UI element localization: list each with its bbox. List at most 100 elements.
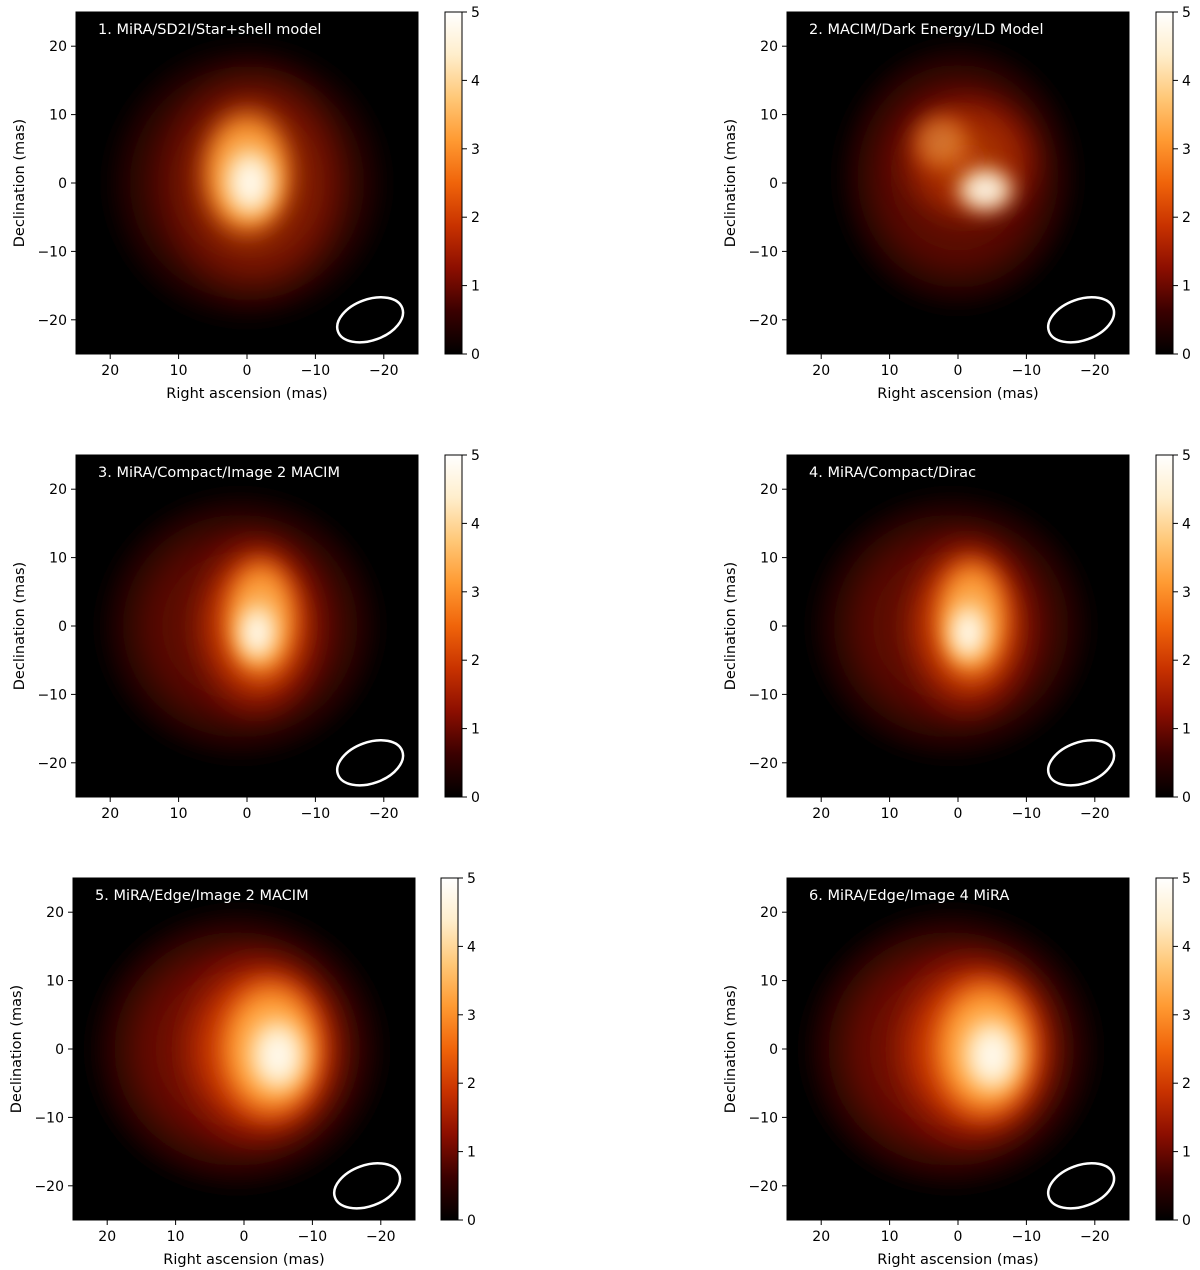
- y-tick-label: 0: [769, 619, 778, 635]
- emission-map: [103, 39, 391, 327]
- panel-title: 4. MiRA/Compact/Dirac: [809, 465, 976, 481]
- beam-ellipse: [335, 295, 405, 344]
- colorbar-tick-label: 5: [1182, 5, 1191, 21]
- colorbar-tick-label: 3: [1182, 142, 1191, 158]
- panel-title: 2. MACIM/Dark Energy/LD Model: [809, 22, 1043, 38]
- y-tick-label: −10: [34, 1110, 64, 1126]
- colorbar-tick-label: 0: [467, 1213, 476, 1229]
- x-tick-label: 20: [812, 1229, 830, 1245]
- colorbar-tick-label: 2: [1182, 653, 1191, 669]
- x-tick-label: −10: [301, 363, 331, 379]
- beam-ellipse: [1046, 738, 1116, 787]
- x-tick-label: 0: [243, 363, 252, 379]
- panel-title: 6. MiRA/Edge/Image 4 MiRA: [809, 888, 1010, 904]
- y-tick-label: 20: [760, 39, 778, 55]
- y-tick-label: 20: [46, 905, 64, 921]
- colorbar-tick-label: 1: [471, 279, 480, 295]
- y-tick-label: −10: [748, 244, 778, 260]
- emission-map: [807, 489, 1095, 763]
- y-tick-label: 20: [760, 482, 778, 498]
- x-tick-label: 20: [812, 363, 830, 379]
- colorbar: [440, 877, 459, 1221]
- colorbar-tick-label: 1: [467, 1145, 476, 1161]
- beam-ellipse: [1046, 1161, 1116, 1210]
- x-tick-label: −20: [1080, 806, 1110, 822]
- emission-layer: [219, 141, 282, 225]
- x-tick-label: 10: [167, 1229, 185, 1245]
- y-tick-label: 0: [55, 1042, 64, 1058]
- y-tick-label: −10: [748, 1110, 778, 1126]
- colorbar-tick-label: 4: [471, 516, 480, 532]
- colorbar-tick-label: 2: [1182, 1076, 1191, 1092]
- panel-4: 4. MiRA/Compact/Dirac2020101000−10−10−20…: [723, 448, 1191, 822]
- colorbar-tick-label: 5: [471, 5, 480, 21]
- colorbar-tick-label: 5: [1182, 448, 1191, 464]
- y-axis-label: Declination (mas): [12, 119, 28, 247]
- y-tick-label: 10: [760, 551, 778, 567]
- emission-layer: [233, 598, 282, 668]
- beam-ellipse: [1046, 295, 1116, 344]
- emission-layer: [958, 1011, 1027, 1101]
- emission-map: [834, 39, 1082, 313]
- colorbar-tick-label: 1: [1182, 279, 1191, 295]
- panel-title: 3. MiRA/Compact/Image 2 MACIM: [98, 465, 340, 481]
- x-tick-label: −10: [1012, 1229, 1042, 1245]
- y-tick-label: 10: [49, 108, 67, 124]
- x-tick-label: 10: [881, 1229, 899, 1245]
- x-axis-label: Right ascension (mas): [163, 1252, 324, 1268]
- y-tick-label: 20: [49, 482, 67, 498]
- x-tick-label: 10: [881, 806, 899, 822]
- y-axis-label: Declination (mas): [12, 562, 28, 690]
- y-tick-label: −10: [37, 244, 67, 260]
- x-tick-label: 20: [101, 806, 119, 822]
- x-tick-label: 0: [954, 363, 963, 379]
- x-tick-label: 10: [881, 363, 899, 379]
- colorbar-tick-label: 3: [1182, 585, 1191, 601]
- x-tick-label: 10: [170, 363, 188, 379]
- colorbar-tick-label: 0: [1182, 1213, 1191, 1229]
- panel-5: 5. MiRA/Edge/Image 2 MACIM2020101000−10−…: [9, 871, 476, 1268]
- colorbar-tick-label: 1: [1182, 722, 1191, 738]
- y-tick-label: 0: [769, 1042, 778, 1058]
- x-tick-label: −20: [1080, 363, 1110, 379]
- colorbar-tick-label: 0: [471, 790, 480, 806]
- y-tick-label: 20: [760, 905, 778, 921]
- x-tick-label: 0: [240, 1229, 249, 1245]
- x-tick-label: 0: [243, 806, 252, 822]
- colorbar: [1155, 877, 1174, 1221]
- emission-layer: [944, 598, 993, 668]
- panel-title: 5. MiRA/Edge/Image 2 MACIM: [95, 888, 309, 904]
- x-tick-label: −20: [366, 1229, 396, 1245]
- y-tick-label: 0: [58, 176, 67, 192]
- x-tick-label: −10: [1012, 363, 1042, 379]
- colorbar-tick-label: 2: [471, 210, 480, 226]
- y-tick-label: −20: [37, 313, 67, 329]
- panel-6: 6. MiRA/Edge/Image 4 MiRA2020101000−10−1…: [723, 871, 1191, 1268]
- y-tick-label: −20: [34, 1179, 64, 1195]
- x-tick-label: −20: [369, 806, 399, 822]
- emission-map: [86, 905, 388, 1193]
- y-tick-label: 10: [760, 108, 778, 124]
- x-tick-label: 10: [170, 806, 188, 822]
- colorbar-tick-label: 4: [467, 939, 476, 955]
- emission-layer: [906, 107, 976, 177]
- colorbar-tick-label: 2: [471, 653, 480, 669]
- y-tick-label: −20: [748, 756, 778, 772]
- x-tick-label: 20: [98, 1229, 116, 1245]
- x-tick-label: 0: [954, 806, 963, 822]
- panel-2: 2. MACIM/Dark Energy/LD Model2020101000−…: [723, 5, 1191, 402]
- colorbar-tick-label: 0: [471, 347, 480, 363]
- panel-title: 1. MiRA/SD2I/Star+shell model: [98, 22, 321, 38]
- emission-map: [96, 489, 384, 763]
- y-tick-label: 10: [49, 551, 67, 567]
- x-tick-label: 0: [954, 1229, 963, 1245]
- colorbar-tick-label: 4: [1182, 73, 1191, 89]
- x-tick-label: −20: [1080, 1229, 1110, 1245]
- colorbar-tick-label: 4: [1182, 516, 1191, 532]
- x-tick-label: 20: [812, 806, 830, 822]
- colorbar-tick-label: 3: [1182, 1008, 1191, 1024]
- beam-ellipse: [332, 1161, 402, 1210]
- colorbar-tick-label: 3: [467, 1008, 476, 1024]
- colorbar-tick-label: 4: [1182, 939, 1191, 955]
